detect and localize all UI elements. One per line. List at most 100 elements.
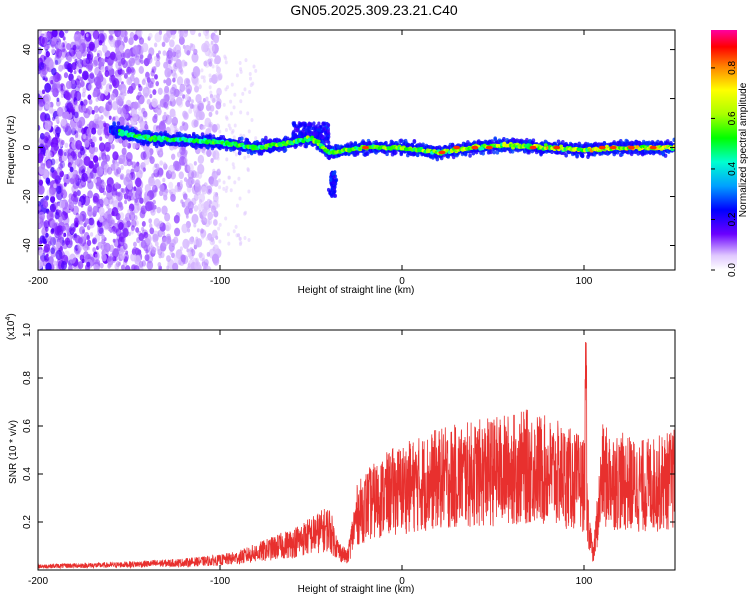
spectrogram-cell	[174, 184, 180, 193]
spectrogram-cell	[165, 114, 172, 125]
spectrogram-cell	[138, 164, 145, 175]
spectrogram-cell	[38, 200, 42, 208]
spectrogram-cell	[96, 199, 100, 205]
spectrogram-cell	[235, 73, 239, 78]
spectrogram-cell	[147, 36, 151, 41]
spectrogram-cell	[68, 155, 73, 161]
spectrogram-cell	[191, 52, 199, 63]
spectrogram-cell	[76, 120, 83, 128]
spectrogram-cell	[229, 99, 233, 104]
spectrogram-cell	[233, 123, 237, 128]
spectrogram-cell	[213, 58, 218, 65]
spectrogram-cell	[81, 70, 89, 81]
spectrogram-cell	[51, 228, 55, 233]
spectrogram-cell	[195, 238, 203, 248]
spectrogram-cell	[56, 97, 60, 102]
spectrogram-cell	[224, 127, 228, 132]
spectrogram-cell	[208, 73, 212, 78]
spectrogram-cell	[108, 115, 112, 120]
spectrogram-cell	[51, 30, 58, 38]
spectrogram-cell	[60, 260, 68, 270]
spectrogram-cell	[132, 203, 140, 214]
spectrogram-cell	[174, 227, 181, 237]
spectrogram-cell	[187, 169, 195, 180]
spectrogram-cell	[153, 56, 158, 62]
spectrogram-cell	[109, 75, 115, 84]
spectrogram-cell	[109, 37, 116, 48]
spectrogram-cell	[112, 248, 119, 258]
spectrogram-cell	[200, 75, 204, 80]
spectrogram-cell	[38, 164, 46, 175]
spectrogram-cell	[194, 185, 199, 193]
spectrogram-cell	[94, 161, 99, 168]
spectrogram-cell	[64, 237, 71, 246]
spectrogram-cell	[69, 166, 74, 173]
spectrogram-cell	[64, 142, 69, 149]
spectrogram-cell	[92, 247, 97, 253]
spectrogram-cell	[124, 199, 128, 205]
spectrogram-cell	[87, 94, 92, 100]
spectrogram-cell	[74, 158, 80, 166]
spectrogram-cell	[224, 216, 228, 221]
spectrogram-cell	[40, 163, 46, 170]
spectrogram-cell	[56, 132, 60, 138]
spectrogram-cell	[116, 121, 121, 126]
spectrogram-cell	[203, 30, 209, 37]
spectrogram-cell	[163, 32, 171, 43]
spectrogram-cell	[149, 156, 155, 165]
spectrogram-cell	[88, 41, 95, 51]
spectrogram-cell	[156, 206, 162, 214]
spectrogram-cell	[216, 152, 220, 157]
spectrogram-cell	[128, 85, 134, 94]
spectrogram-cell	[159, 222, 166, 232]
spectrogram-cell	[108, 34, 114, 41]
spectrogram-cell	[133, 265, 140, 270]
spectrogram-cell	[53, 260, 57, 266]
spectrogram-cell	[70, 170, 77, 180]
spectrogram-cell	[207, 51, 213, 58]
spectrogram-cell	[77, 159, 85, 170]
spectrogram-cell	[186, 50, 191, 56]
spectrogram-cell	[124, 48, 132, 59]
spectrogram-cell	[212, 240, 216, 245]
spectrogram-cell	[84, 218, 90, 225]
spectrogram-cell	[136, 30, 143, 37]
spectrogram-cell	[164, 212, 171, 222]
spectrogram-cell	[77, 201, 82, 207]
spectrogram-cell	[197, 154, 205, 164]
spectrogram-cell	[38, 249, 43, 256]
spectrogram-cell	[246, 167, 250, 172]
spectrogram-cell	[69, 106, 75, 113]
spectrogram-cell	[224, 60, 228, 65]
spectrogram-cell	[133, 34, 139, 41]
spectrogram-cell	[150, 70, 155, 77]
spectrogram-cell	[93, 178, 97, 184]
spectrogram-cell	[88, 83, 93, 91]
spectrogram-cell	[237, 176, 241, 181]
spectrogram-cell	[105, 183, 113, 194]
spectrogram-cell	[202, 206, 207, 214]
spectrogram-cell	[91, 110, 95, 115]
spectrogram-cell	[120, 50, 126, 58]
spectrogram-cell	[190, 43, 196, 52]
spectrogram-cell	[156, 245, 161, 252]
spectrogram-cell	[158, 121, 167, 133]
spectrogram-cell	[69, 68, 73, 74]
spectrogram-cell	[74, 133, 79, 138]
spectrogram-cell	[492, 150, 496, 155]
spectrogram-cell	[56, 73, 62, 82]
spectrogram-cell	[143, 157, 150, 166]
spectrogram-cell	[80, 101, 84, 106]
spectrogram-cell	[125, 151, 133, 162]
spectrogram-cell	[225, 157, 229, 162]
spectrogram-cell	[201, 203, 205, 208]
spectrogram-cell	[210, 213, 214, 218]
spectrogram-cell	[152, 115, 158, 124]
spectrogram-cell	[38, 179, 44, 186]
spectrogram-cell	[170, 171, 176, 180]
spectrogram-cell	[79, 79, 86, 88]
spectrogram-cell	[144, 254, 150, 262]
spectrogram-cell	[68, 201, 75, 210]
spectrogram-cell	[115, 95, 123, 106]
spectrogram-cell	[58, 167, 63, 173]
